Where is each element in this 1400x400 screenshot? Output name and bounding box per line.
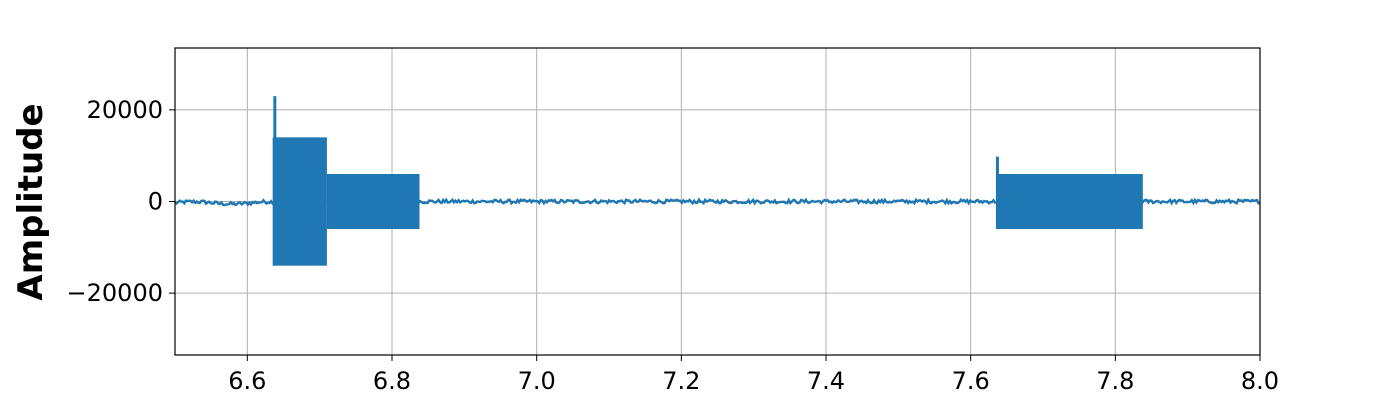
x-tick-label: 7.4 [807,367,845,395]
y-tick-label: 20000 [87,96,163,124]
signal-burst [272,137,327,266]
x-tick-label: 7.8 [1096,367,1134,395]
x-tick-label: 7.6 [952,367,990,395]
x-tick-label: 7.0 [518,367,556,395]
x-axis: 6.6 6.8 7.0 7.2 7.4 7.6 7.8 8.0 [228,355,1279,395]
y-axis-label: Amplitude [11,103,51,300]
x-tick-label: 6.8 [373,367,411,395]
waveform-series [174,96,1261,266]
y-axis: 20000 0 −20000 [67,96,175,307]
x-tick-label: 7.2 [662,367,700,395]
y-tick-label: −20000 [67,279,163,307]
y-tick-label: 0 [148,188,163,216]
x-tick-label: 6.6 [228,367,266,395]
signal-burst [326,174,420,229]
x-tick-label: 8.0 [1241,367,1279,395]
signal-burst [995,174,1143,229]
